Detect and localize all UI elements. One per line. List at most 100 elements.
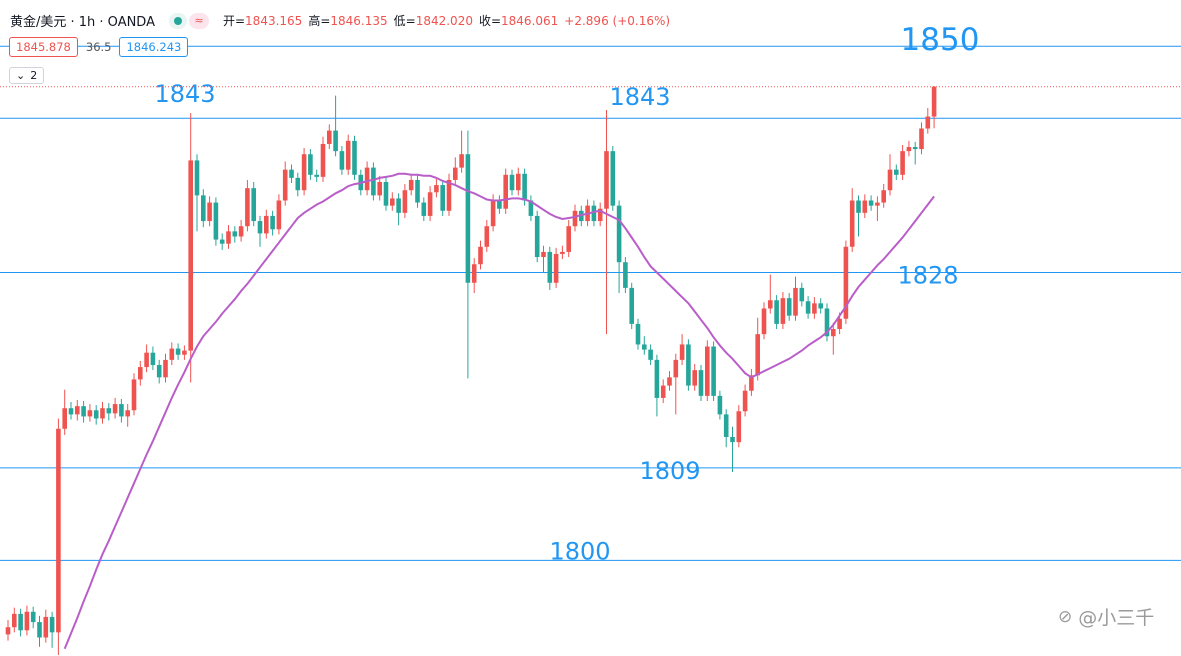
candle <box>793 276 798 321</box>
candle <box>232 226 238 243</box>
candle <box>761 302 767 340</box>
indicator-toggle[interactable]: ⌄ 2 <box>9 67 45 84</box>
candle <box>131 373 137 416</box>
candle-body <box>925 116 931 129</box>
candle <box>654 354 660 417</box>
candle-body <box>251 188 256 222</box>
candle-body <box>591 205 597 222</box>
candle <box>660 379 666 404</box>
candle-body <box>289 169 294 178</box>
candle-body <box>364 167 370 191</box>
candle-body <box>616 205 622 263</box>
candle-body <box>308 154 313 175</box>
candle-body <box>642 344 647 350</box>
candle-body <box>768 300 773 309</box>
candle-body <box>156 365 162 378</box>
candle-body <box>793 287 798 316</box>
candle <box>339 146 345 175</box>
candle-body <box>679 344 685 360</box>
candle-body <box>541 251 546 258</box>
candle <box>62 389 67 435</box>
candle <box>887 154 893 196</box>
candle <box>24 605 30 636</box>
candle-body <box>421 202 427 216</box>
candle-body <box>43 616 49 638</box>
candle-body <box>131 379 137 411</box>
candle <box>919 122 924 155</box>
candle-body <box>528 200 534 216</box>
ohlc-value: 1842.020 <box>415 14 473 28</box>
candle <box>352 135 357 180</box>
candle <box>345 134 351 175</box>
candle-body <box>62 408 67 429</box>
candle-body <box>490 200 496 227</box>
candle-body <box>849 200 855 247</box>
candle-body <box>471 264 477 283</box>
candle <box>912 141 918 165</box>
candle <box>56 418 61 655</box>
candle <box>686 339 691 391</box>
candle-body <box>900 151 905 175</box>
candle-body <box>553 253 559 283</box>
candle-body <box>24 611 30 631</box>
candle <box>717 390 723 420</box>
candle-body <box>276 200 282 230</box>
bid-box[interactable]: 1845.878 <box>9 37 78 57</box>
candle <box>553 247 559 288</box>
candle <box>453 157 458 186</box>
candle-body <box>566 226 571 252</box>
candle-body <box>856 200 861 213</box>
candle <box>604 110 609 335</box>
candle <box>314 169 319 182</box>
candle <box>390 192 395 211</box>
candle <box>818 298 823 314</box>
candle <box>623 257 628 294</box>
market-pill[interactable]: ≈ <box>188 12 209 29</box>
candle-body <box>301 154 307 191</box>
candle-body <box>194 160 200 196</box>
candle-body <box>692 370 697 386</box>
candle-body <box>629 287 634 324</box>
candle <box>812 297 817 319</box>
candle-body <box>112 404 118 414</box>
candle <box>257 215 263 247</box>
candle <box>175 343 181 360</box>
ohlc-label: 低= <box>393 14 416 28</box>
candle-body <box>213 202 219 240</box>
candle-body <box>749 375 754 391</box>
status-pill[interactable] <box>168 12 187 29</box>
candle-body <box>175 348 181 355</box>
candle <box>169 342 175 366</box>
candle <box>478 240 483 270</box>
ask-box[interactable]: 1846.243 <box>119 37 189 57</box>
candle <box>112 397 118 419</box>
candle-body <box>711 346 716 396</box>
candle-body <box>339 151 345 170</box>
candle <box>723 409 729 448</box>
candle <box>320 136 326 182</box>
candle <box>276 194 282 235</box>
candle-body <box>824 308 830 337</box>
candle-body <box>875 202 880 206</box>
candle <box>5 620 11 641</box>
candle <box>667 371 672 391</box>
candle <box>679 334 685 366</box>
candle-body <box>106 408 112 414</box>
candle <box>497 195 502 214</box>
candle-body <box>188 160 193 351</box>
candle-body <box>736 411 742 443</box>
candle <box>780 292 786 330</box>
candle-body <box>868 200 874 206</box>
candle <box>81 401 86 423</box>
candle <box>150 346 156 371</box>
candle-body <box>799 287 805 302</box>
candle-body <box>427 192 433 216</box>
level-label: 1843 <box>609 83 670 111</box>
candle <box>30 606 36 629</box>
candle-body <box>667 377 672 386</box>
candle <box>616 200 622 294</box>
candle <box>862 194 868 218</box>
candle <box>446 173 452 216</box>
candle <box>459 130 464 173</box>
ohlc-label: 开= <box>222 14 246 28</box>
